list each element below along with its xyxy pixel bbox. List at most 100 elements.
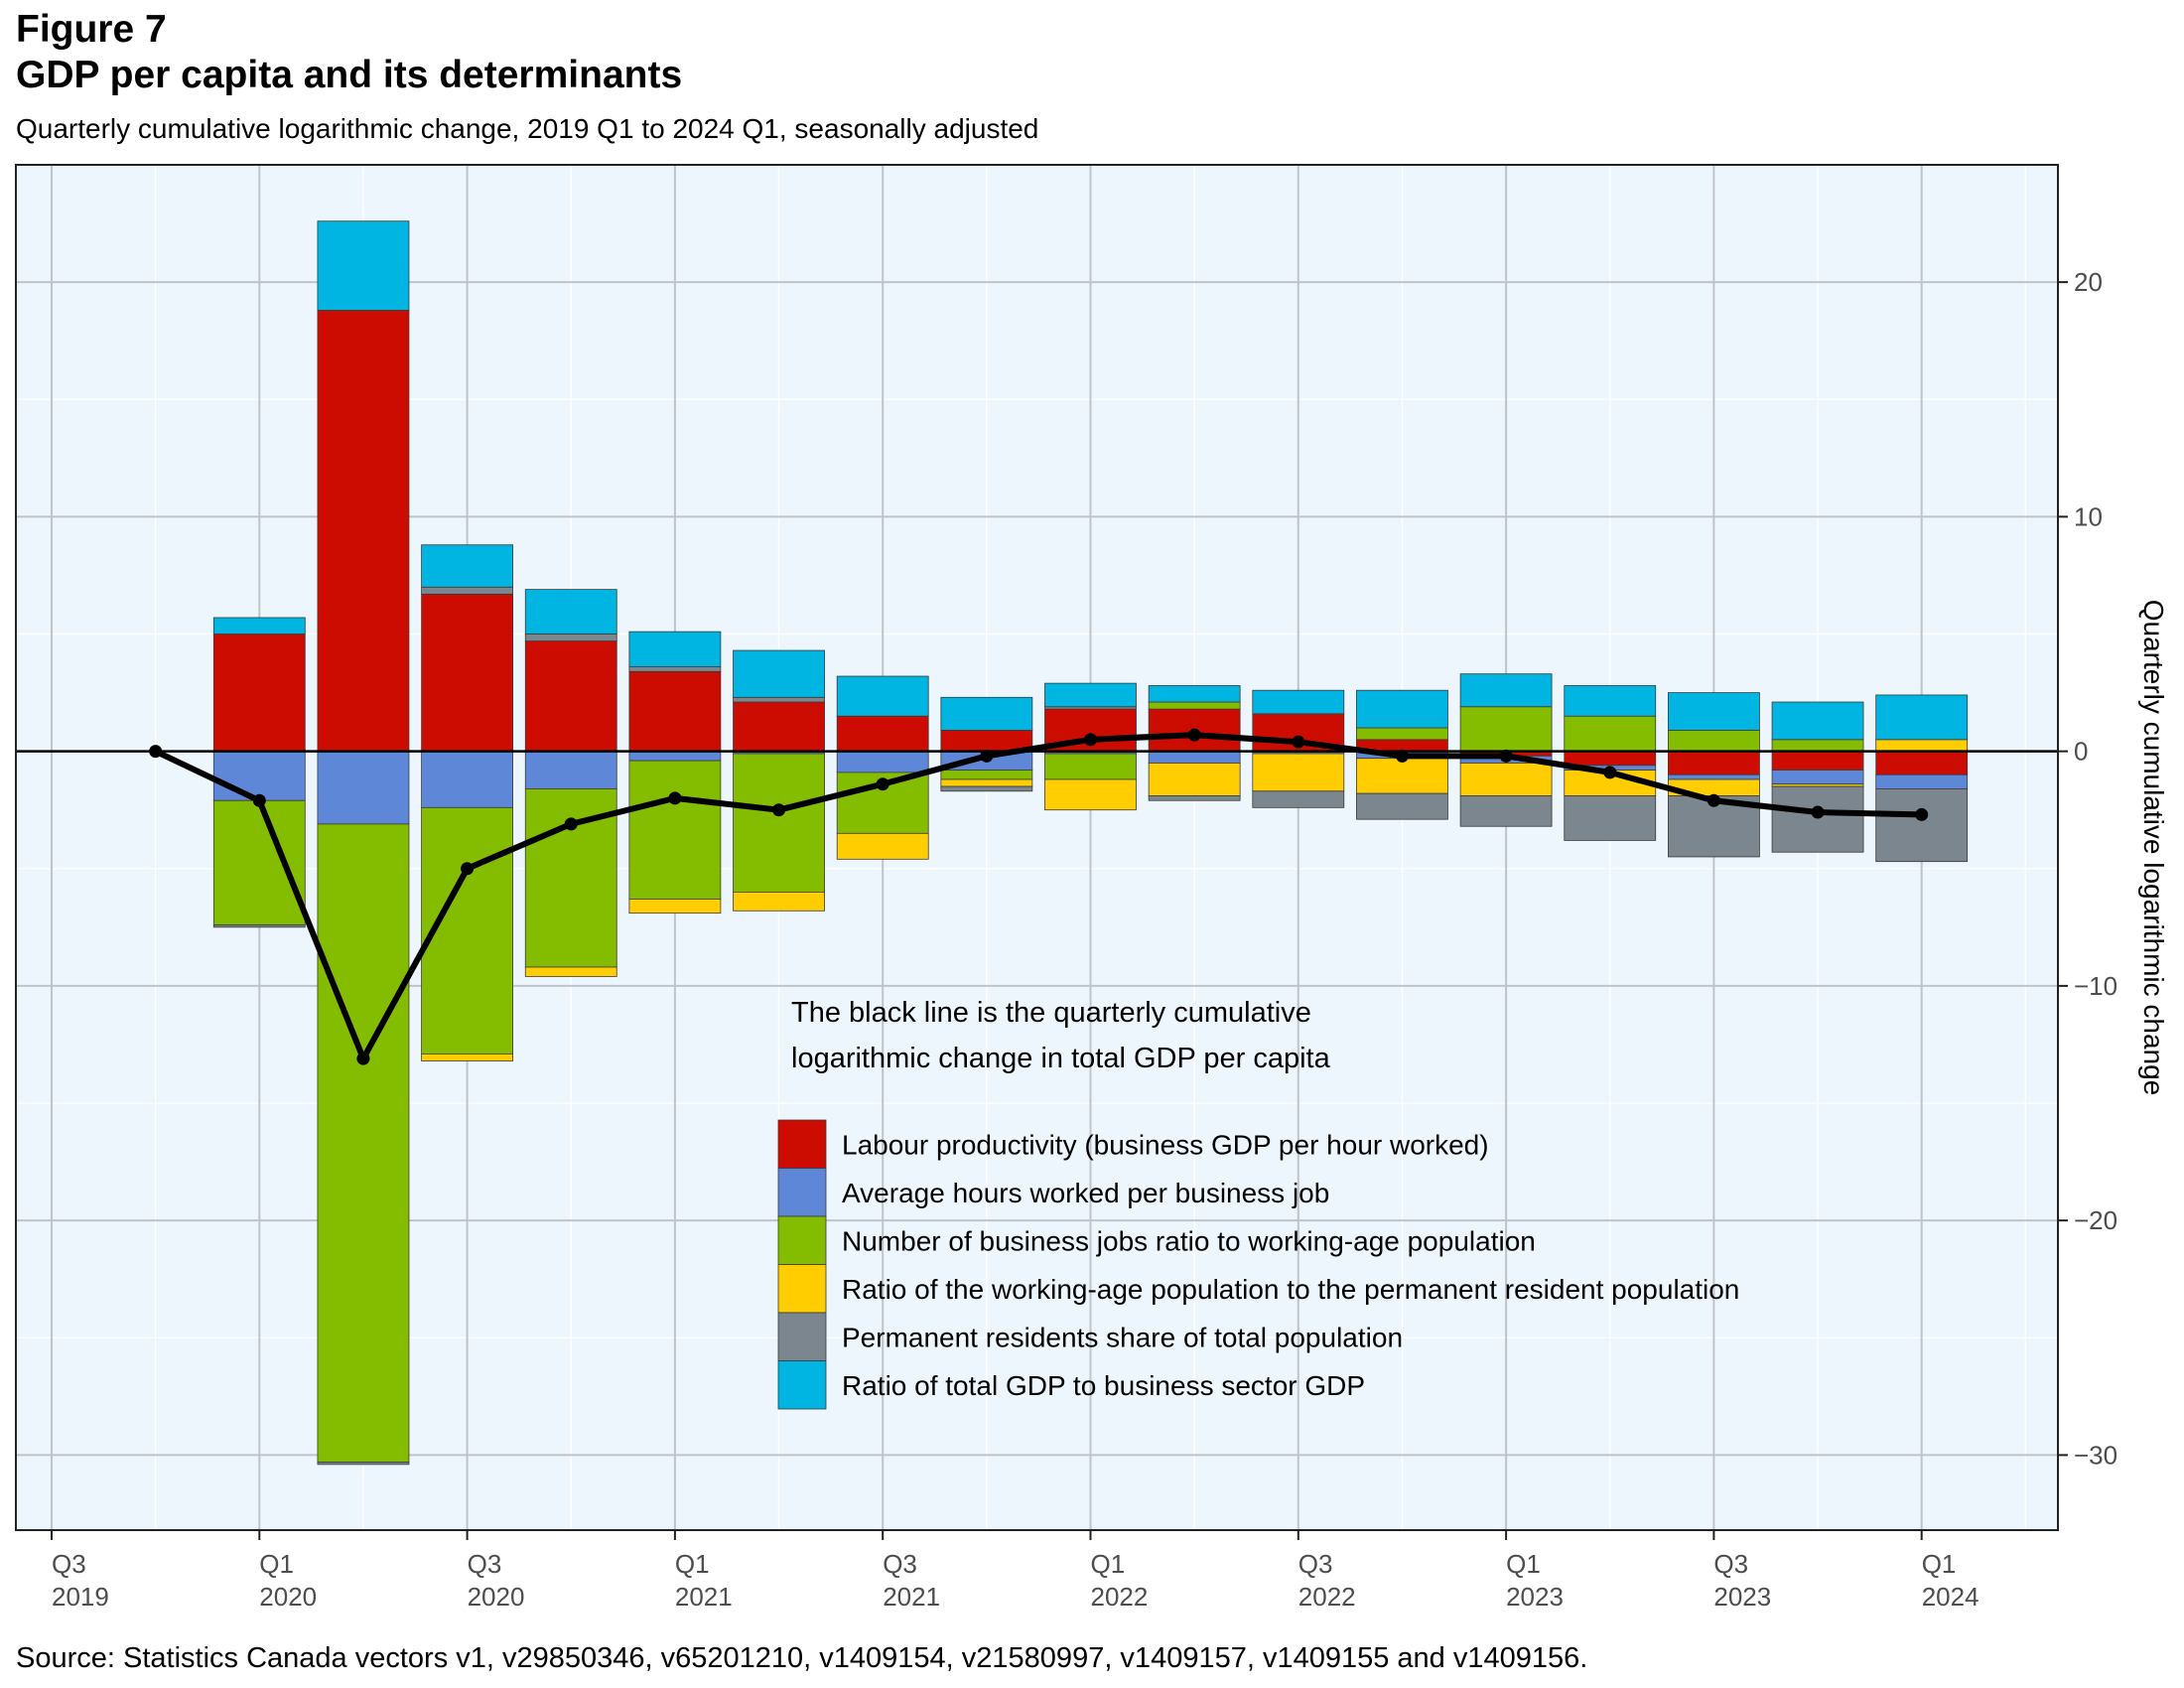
bar-segment [1356,758,1448,794]
bar-segment [421,544,514,588]
line-point [772,803,786,817]
bar-segment [524,589,617,634]
x-tick-label-quarter: Q1 [1922,1549,1957,1579]
bar-segment [1459,706,1553,753]
bar-segment [733,701,825,753]
bar-segment [836,675,929,717]
bar-segment [421,593,514,753]
legend-label: Average hours worked per business job [842,1178,1329,1208]
chart-subtitle: Quarterly cumulative logarithmic change,… [16,113,1039,144]
bar-segment [524,966,617,977]
bar-segment [1771,701,1864,741]
bar-segment [212,799,306,925]
y-axis-title: Quarterly cumulative logarithmic change [2138,600,2169,1096]
bar-segment [1252,753,1345,792]
bar-segment [733,753,825,893]
bar-segment [1875,774,1969,789]
bar-segment [628,670,722,753]
bar-segment [1564,715,1657,753]
annotation-text: The black line is the quarterly cumulati… [791,997,1311,1029]
bar-segment [1459,795,1553,827]
bar-segment [733,891,825,912]
bar-segment [421,1054,514,1061]
bar-segment [1875,694,1969,741]
legend-swatch [777,1168,827,1217]
line-point [356,1052,370,1065]
x-tick-label-quarter: Q1 [1091,1549,1126,1579]
y-tick-label: 0 [2074,737,2088,767]
bar-segment [836,715,929,753]
bar-segment [1356,727,1448,741]
x-tick-label-quarter: Q3 [52,1549,86,1579]
legend: Labour productivity (business GDP per ho… [777,1119,1739,1410]
line-point [1706,793,1720,807]
line-point [1603,766,1617,779]
line-point [564,817,578,831]
bars [16,220,2058,1466]
bar-segment [1148,685,1241,703]
legend-swatch [777,1360,827,1410]
bar-segment [1771,770,1864,785]
legend-swatch [777,1312,827,1361]
bar-segment [212,633,306,753]
bar-segment [1668,774,1760,780]
line-point [1084,733,1097,747]
bar-segment [1252,689,1345,715]
line-point [1292,735,1305,749]
bar-segment [1356,792,1448,820]
bar-segment [940,696,1033,731]
bar-segment [317,823,410,1463]
legend-swatch [777,1119,827,1169]
line-point [668,791,682,805]
line-series [149,728,1929,1065]
bar-segment [212,617,306,634]
bar-segment [628,666,722,672]
axes: −30−20−1001020Q32019Q12020Q32020Q12021Q3… [15,164,2169,1612]
bar-segment [628,631,722,667]
y-tick-label: 10 [2074,501,2103,531]
bar-segment [421,586,514,595]
line-point [980,749,994,763]
bar-segment [733,696,825,703]
bar-segment [524,633,617,641]
x-tick-label-year: 2023 [1506,1582,1564,1612]
legend-label: Labour productivity (business GDP per ho… [842,1129,1489,1160]
bar-segment [1771,751,1864,771]
bar-segment [1564,751,1657,767]
bar-segment [421,806,514,1055]
bar-segment [836,832,929,860]
x-tick-label-year: 2020 [468,1582,525,1612]
bar-segment [628,899,722,914]
bar-segment [1252,790,1345,808]
source-note: Source: Statistics Canada vectors v1, v2… [16,1642,1588,1674]
line-point [1395,749,1409,763]
x-tick-label-quarter: Q3 [468,1549,502,1579]
bar-segment [1148,751,1241,764]
x-tick-label-year: 2020 [259,1582,317,1612]
bar-segment [212,751,306,801]
bar-segment [940,785,1033,792]
line-point [149,745,163,759]
bar-segment [1148,763,1241,796]
bar-segment [1875,788,1969,863]
bar-segment [317,220,410,311]
legend-label: Ratio of total GDP to business sector GD… [842,1370,1365,1401]
y-tick-label: −20 [2074,1205,2117,1235]
line-point [461,862,475,876]
bar-segment [212,924,306,928]
chart-svg: −30−20−1001020Q32019Q12020Q32020Q12021Q3… [15,164,2169,1612]
bar-segment [1356,689,1448,729]
bar-segment [1875,739,1969,753]
x-tick-label-quarter: Q1 [259,1549,294,1579]
bar-segment [1668,729,1760,753]
x-tick-label-year: 2022 [1091,1582,1149,1612]
legend-label: Permanent residents share of total popul… [842,1322,1403,1352]
figure-label: Figure 7 [16,8,167,51]
bar-segment [317,1462,410,1466]
line-point [1187,728,1201,742]
gdp-per-capita-line [154,732,1922,1062]
bar-segment [628,751,722,762]
x-tick-label-quarter: Q3 [1713,1549,1748,1579]
bar-segment [940,770,1033,780]
panel-border [15,164,2059,1531]
